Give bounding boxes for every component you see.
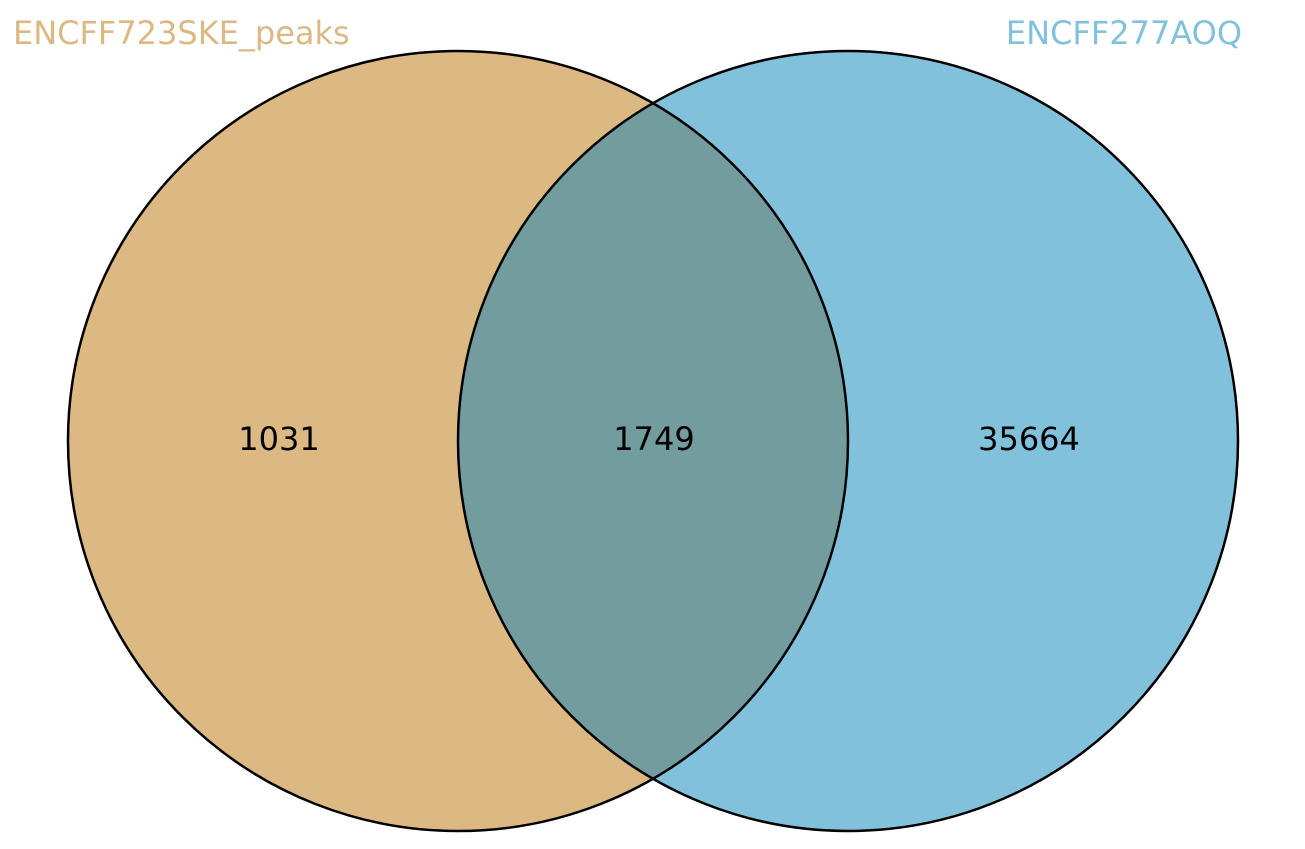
right-only-count: 35664 <box>978 420 1080 458</box>
set-b-label: ENCFF277AOQ <box>1006 14 1242 52</box>
set-b-outline <box>456 49 1240 833</box>
intersection-region <box>458 51 848 831</box>
set-a-label: ENCFF723SKE_peaks <box>13 14 350 52</box>
set-a-outline <box>66 49 850 833</box>
left-only-count: 1031 <box>238 420 319 458</box>
intersection-count: 1749 <box>613 420 694 458</box>
